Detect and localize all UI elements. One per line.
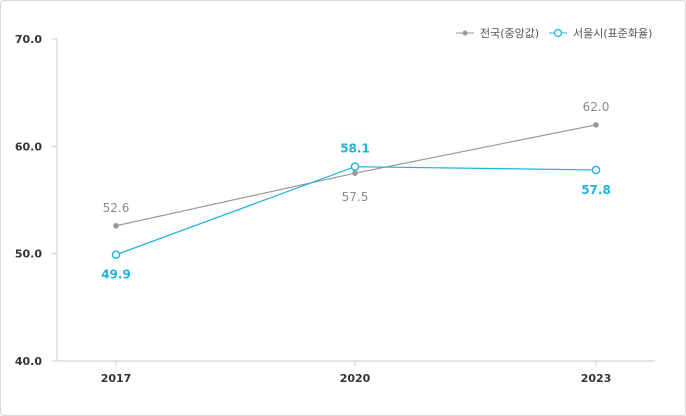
series-points [111,122,601,260]
data-label-national: 57.5 [342,190,369,204]
x-tick-label: 2017 [101,372,132,385]
data-label-seoul: 49.9 [101,268,131,282]
x-axis-ticks: 2017 2020 2023 [101,361,612,385]
legend-seoul-label: 서울시(표준화율) [573,27,652,40]
series-line-1 [115,166,597,256]
point-seoul [591,165,601,175]
data-label-national: 62.0 [583,100,610,114]
y-tick-label: 40.0 [15,355,42,368]
legend-item-national: 전국(중앙값) [456,27,539,40]
point-national [593,122,599,128]
x-tick-label: 2023 [581,372,612,385]
data-label-seoul: 57.8 [581,183,611,197]
point-seoul [350,162,360,172]
y-tick-label: 50.0 [15,248,42,261]
legend: 전국(중앙값) 서울시(표준화율) [456,27,652,40]
data-labels: 52.6 57.5 62.0 49.9 58.1 57.8 [101,100,611,282]
legend-national-label: 전국(중앙값) [480,27,539,40]
data-label-national: 52.6 [103,201,130,215]
legend-national-marker [462,30,468,36]
x-tick-label: 2020 [340,372,371,385]
y-axis-ticks: 40.0 50.0 60.0 70.0 [15,33,57,368]
point-seoul [111,250,121,260]
y-tick-label: 70.0 [15,33,42,46]
point-national [352,170,358,176]
y-tick-label: 60.0 [15,140,42,153]
data-label-seoul: 58.1 [340,142,370,156]
legend-item-seoul: 서울시(표준화율) [549,27,652,40]
point-national [113,222,119,229]
legend-seoul-marker [553,28,563,38]
